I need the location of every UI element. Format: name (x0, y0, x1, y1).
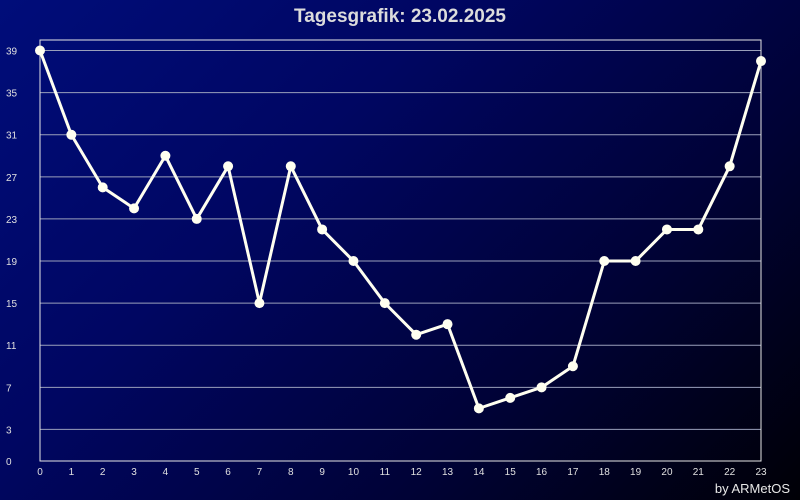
x-tick-label: 9 (319, 467, 325, 478)
x-tick-label: 21 (693, 467, 705, 478)
plot-frame (39, 39, 762, 462)
data-point (505, 392, 516, 403)
data-point (756, 56, 766, 67)
y-tick-label: 31 (6, 131, 18, 142)
x-tick-label: 6 (225, 467, 231, 478)
data-point (411, 329, 422, 340)
x-tick-label: 18 (599, 467, 611, 478)
data-point (473, 403, 484, 414)
data-point (129, 203, 140, 214)
x-tick-label: 17 (567, 467, 579, 478)
x-tick-label: 19 (630, 467, 642, 478)
data-point (35, 45, 45, 56)
data-point (97, 182, 108, 193)
chart-title: Tagesgrafik: 23.02.2025 (294, 6, 506, 27)
x-tick-label: 4 (163, 467, 169, 478)
x-tick-label: 13 (442, 467, 454, 478)
data-point (442, 319, 453, 330)
data-point (661, 224, 672, 235)
data-point (630, 256, 641, 267)
x-tick-label: 0 (37, 467, 43, 478)
x-tick-label: 1 (69, 467, 75, 478)
data-point (379, 298, 390, 309)
x-tick-label: 11 (380, 467, 391, 478)
credit-label: by ARMetOS (714, 481, 790, 496)
x-tick-label: 10 (348, 467, 360, 478)
data-point (66, 129, 77, 140)
x-tick-label: 16 (536, 467, 548, 478)
data-point (348, 256, 359, 267)
x-tick-label: 20 (661, 467, 673, 478)
y-tick-label: 23 (6, 215, 18, 226)
y-tick-label: 0 (6, 457, 12, 468)
x-tick-label: 15 (505, 467, 517, 478)
x-tick-label: 22 (724, 467, 736, 478)
x-tick-label: 8 (288, 467, 294, 478)
y-tick-label: 3 (6, 425, 12, 436)
data-point (317, 224, 328, 235)
x-tick-label: 23 (755, 467, 767, 478)
data-point (693, 224, 704, 235)
x-tick-label: 2 (100, 467, 106, 478)
x-tick-label: 7 (257, 467, 263, 478)
data-point (254, 298, 265, 309)
y-tick-label: 15 (6, 299, 18, 310)
y-tick-label: 39 (6, 47, 18, 58)
data-point (191, 213, 202, 224)
x-tick-label: 12 (411, 467, 423, 478)
x-tick-label: 3 (131, 467, 137, 478)
data-point (599, 256, 610, 267)
data-point (567, 361, 578, 372)
y-tick-label: 11 (6, 341, 17, 352)
x-tick-label: 14 (473, 467, 485, 478)
data-point (223, 161, 234, 172)
y-tick-label: 27 (6, 173, 18, 184)
x-tick-label: 5 (194, 467, 200, 478)
series-line (38, 50, 763, 410)
data-point (724, 161, 735, 172)
data-point (285, 161, 296, 172)
y-tick-label: 19 (6, 257, 18, 268)
y-tick-label: 35 (6, 89, 18, 100)
y-tick-label: 7 (6, 383, 12, 394)
data-point (536, 382, 547, 393)
data-point (160, 150, 171, 161)
